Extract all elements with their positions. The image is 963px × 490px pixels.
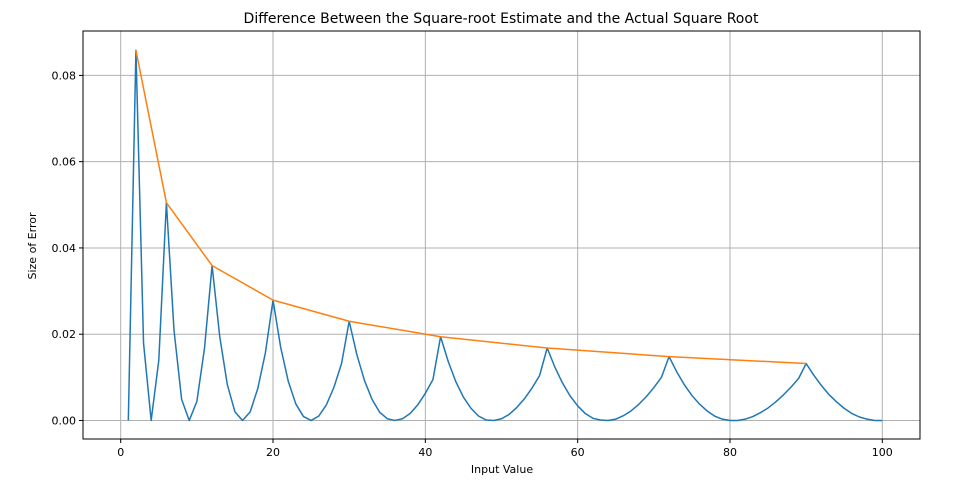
y-tick-label: 0.00 xyxy=(52,414,77,427)
grid xyxy=(83,31,920,439)
y-tick-label: 0.08 xyxy=(52,69,77,82)
y-tick-label: 0.02 xyxy=(52,328,77,341)
series-layer xyxy=(127,49,883,422)
y-tick-label: 0.06 xyxy=(52,156,77,169)
x-tick-label: 100 xyxy=(872,446,893,459)
x-tick-label: 40 xyxy=(418,446,432,459)
x-axis-label: Input Value xyxy=(471,463,533,476)
y-tick-label: 0.04 xyxy=(52,242,77,255)
x-tick-label: 80 xyxy=(723,446,737,459)
series-line-0 xyxy=(127,49,883,422)
x-tick-label: 0 xyxy=(117,446,124,459)
ticks: 0 20 40 60 80 100 0.00 0.02 0.04 0.06 0.08 xyxy=(52,69,893,459)
x-tick-label: 60 xyxy=(571,446,585,459)
plot-frame xyxy=(82,30,921,440)
chart-title: Difference Between the Square-root Estim… xyxy=(244,11,759,27)
x-tick-label: 20 xyxy=(266,446,280,459)
series-line-1 xyxy=(135,50,807,365)
y-axis-label: Size of Error xyxy=(26,212,39,279)
